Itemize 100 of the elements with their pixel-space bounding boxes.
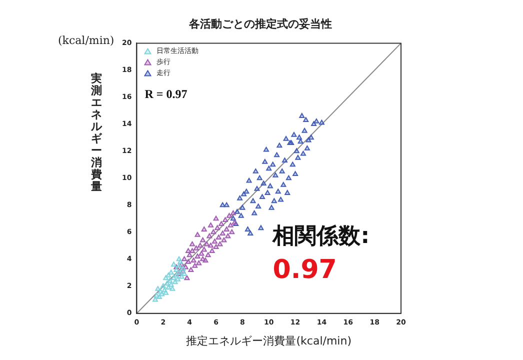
point (166, 272, 172, 278)
point (266, 166, 272, 171)
point (278, 196, 284, 202)
point (270, 162, 276, 167)
point (298, 138, 304, 144)
point (210, 229, 216, 234)
point (220, 202, 226, 208)
point (246, 178, 252, 183)
point (304, 145, 310, 150)
point (152, 296, 158, 302)
text: 実測エネルギー消費量 (91, 72, 102, 194)
x-axis-title: 推定エネルギー消費量(kcal/min) (186, 334, 352, 348)
point (284, 190, 290, 195)
point (213, 216, 219, 221)
point (222, 217, 228, 222)
point (229, 229, 235, 234)
point (303, 117, 309, 122)
point (217, 241, 223, 246)
point (160, 283, 166, 288)
point (200, 237, 206, 242)
point (209, 248, 215, 254)
point (296, 134, 302, 140)
chart-title: 各活動ごとの推定式の妥当性 (188, 17, 332, 30)
point (275, 188, 281, 194)
point (272, 172, 278, 178)
point (172, 279, 178, 284)
point (250, 198, 256, 204)
point (290, 162, 296, 167)
point (241, 191, 247, 196)
point (216, 234, 222, 240)
point (225, 233, 231, 238)
point (178, 258, 184, 264)
point (276, 142, 282, 148)
point (256, 204, 262, 208)
point (174, 267, 180, 272)
point (208, 222, 214, 228)
point (264, 190, 270, 195)
point (184, 275, 190, 280)
point (155, 286, 161, 291)
point (159, 291, 165, 296)
point (170, 262, 176, 267)
point (274, 152, 280, 158)
point (279, 168, 285, 174)
point (168, 282, 174, 287)
point (271, 198, 277, 204)
point (197, 242, 203, 248)
point (201, 226, 207, 232)
point (268, 204, 274, 210)
point (192, 263, 198, 268)
annotation: R = 0.97 (144, 87, 188, 102)
point (240, 204, 246, 210)
point (258, 225, 264, 230)
annotation: 相関係数: (272, 224, 370, 250)
point (218, 221, 224, 226)
point (237, 195, 243, 200)
point (196, 260, 202, 266)
point (212, 238, 218, 244)
point (180, 266, 186, 271)
annotation: 0.97 (272, 255, 337, 286)
point (292, 171, 298, 176)
point (213, 244, 219, 249)
point (306, 137, 312, 142)
point (163, 290, 169, 295)
point (262, 158, 268, 164)
point (226, 213, 232, 218)
point (224, 202, 230, 208)
point (170, 286, 176, 291)
point (204, 241, 210, 246)
point (202, 258, 208, 263)
text: (kcal/min) (58, 34, 114, 47)
point (190, 258, 196, 263)
point (244, 188, 250, 194)
point (300, 150, 306, 156)
point (228, 222, 234, 228)
point (254, 186, 260, 191)
point (174, 272, 180, 278)
point (280, 182, 286, 187)
point (220, 230, 226, 236)
point (260, 180, 266, 186)
point (221, 237, 227, 242)
point (299, 113, 305, 118)
point (156, 294, 162, 299)
point (291, 132, 297, 137)
point (252, 168, 258, 174)
point (182, 271, 188, 276)
point (230, 210, 236, 216)
point (311, 121, 317, 126)
point (205, 252, 211, 258)
point (267, 183, 273, 188)
point (260, 194, 266, 200)
point (186, 258, 192, 264)
point (198, 250, 204, 256)
point (201, 246, 207, 252)
point (194, 232, 200, 237)
point (224, 226, 230, 232)
point (286, 175, 292, 180)
point (283, 136, 289, 141)
point (238, 213, 244, 218)
point (167, 278, 173, 283)
point (208, 242, 214, 248)
